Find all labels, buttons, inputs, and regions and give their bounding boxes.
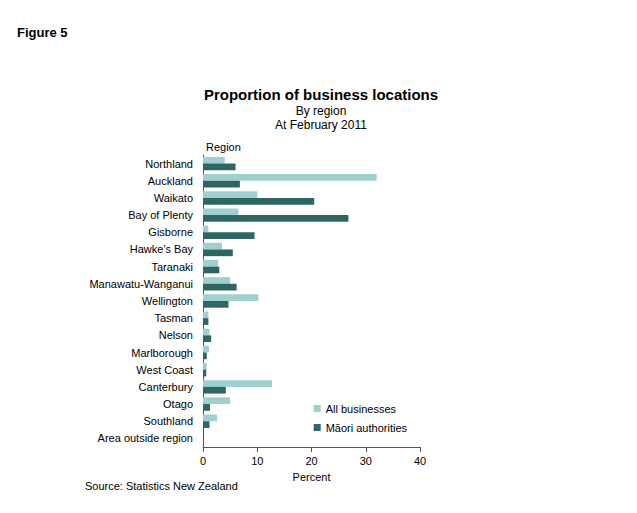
svg-text:Bay of Plenty: Bay of Plenty xyxy=(128,209,193,221)
svg-text:Percent: Percent xyxy=(293,471,331,483)
svg-text:Auckland: Auckland xyxy=(148,175,193,187)
svg-text:40: 40 xyxy=(414,455,426,467)
svg-text:Waikato: Waikato xyxy=(154,192,193,204)
svg-text:Marlborough: Marlborough xyxy=(131,347,193,359)
svg-text:Taranaki: Taranaki xyxy=(151,261,193,273)
svg-text:West Coast: West Coast xyxy=(136,364,193,376)
svg-text:Figure 5: Figure 5 xyxy=(17,25,68,40)
svg-text:30: 30 xyxy=(360,455,372,467)
svg-text:Region: Region xyxy=(206,141,241,153)
svg-text:Manawatu-Wanganui: Manawatu-Wanganui xyxy=(89,278,193,290)
svg-text:10: 10 xyxy=(251,455,263,467)
svg-text:All businesses: All businesses xyxy=(326,403,397,415)
svg-text:Source: Statistics New Zealand: Source: Statistics New Zealand xyxy=(85,480,238,492)
svg-text:By region: By region xyxy=(296,104,347,118)
svg-text:0: 0 xyxy=(200,455,206,467)
svg-text:Southland: Southland xyxy=(143,415,193,427)
svg-text:Proportion of business locatio: Proportion of business locations xyxy=(204,86,438,103)
svg-text:Area outside region: Area outside region xyxy=(98,432,193,444)
svg-text:At February 2011: At February 2011 xyxy=(275,118,367,132)
svg-text:20: 20 xyxy=(305,455,317,467)
svg-text:Gisborne: Gisborne xyxy=(148,226,193,238)
svg-text:Wellington: Wellington xyxy=(142,295,193,307)
svg-text:Canterbury: Canterbury xyxy=(139,381,194,393)
svg-text:Northland: Northland xyxy=(145,158,193,170)
svg-text:Māori authorities: Māori authorities xyxy=(326,422,408,434)
svg-text:Hawke's Bay: Hawke's Bay xyxy=(130,243,194,255)
svg-text:Tasman: Tasman xyxy=(154,312,193,324)
svg-text:Otago: Otago xyxy=(163,398,193,410)
svg-text:Nelson: Nelson xyxy=(159,329,193,341)
